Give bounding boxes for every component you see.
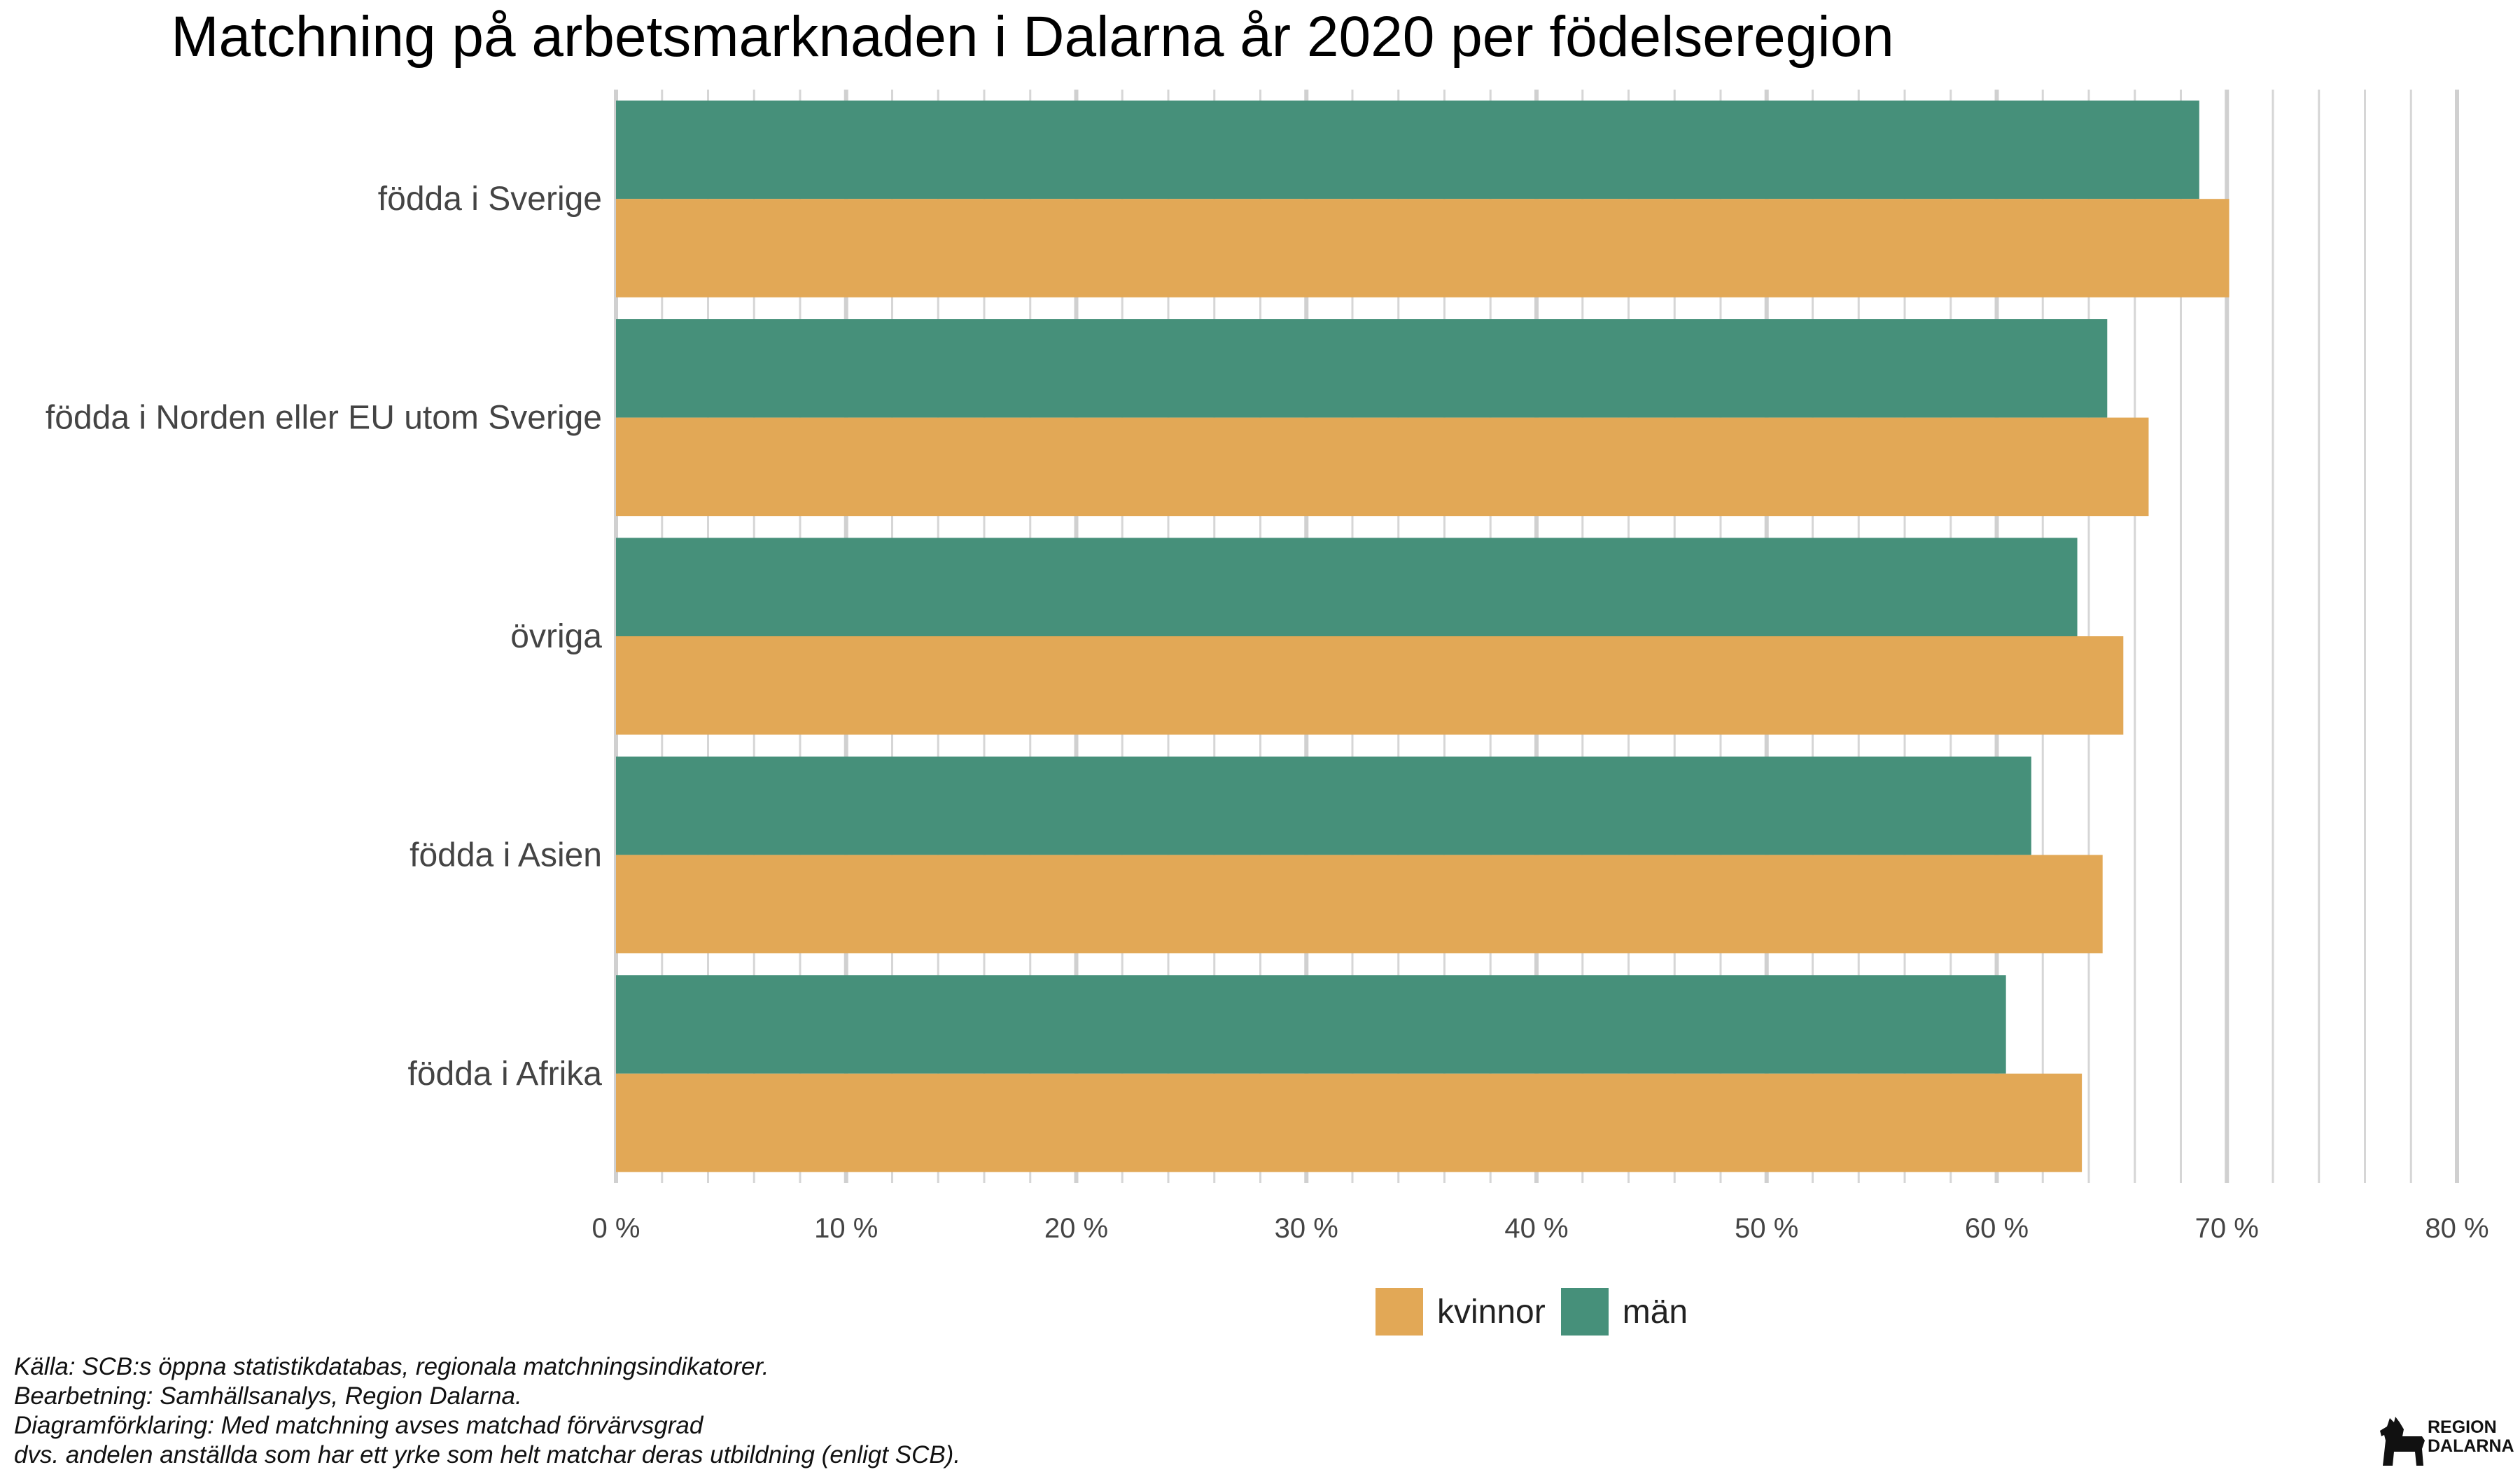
x-tick-label: 0 % <box>592 1213 640 1244</box>
logo-line1: REGION <box>2428 1417 2497 1437</box>
bar-kvinnor <box>616 1073 2082 1172</box>
legend-item: män <box>1560 1288 1688 1336</box>
bar-man <box>616 100 2199 199</box>
chart-title: Matchning på arbetsmarknaden i Dalarna å… <box>171 5 1894 69</box>
bar-kvinnor <box>616 417 2149 517</box>
legend: kvinnor män <box>1376 1288 1703 1336</box>
category-label: födda i Asien <box>410 836 602 874</box>
bars <box>616 100 2230 1172</box>
bar-man <box>616 975 2006 1074</box>
x-tick-label: 30 % <box>1275 1213 1338 1244</box>
category-label: födda i Norden eller EU utom Sverige <box>46 400 602 437</box>
x-tick-label: 50 % <box>1735 1213 1798 1244</box>
legend-item: kvinnor <box>1376 1288 1546 1336</box>
category-labels: födda i Sverige födda i Norden eller EU u… <box>46 181 602 1093</box>
footer-line: Diagramförklaring: Med matchning avses m… <box>14 1412 704 1439</box>
category-label: övriga <box>510 618 602 655</box>
footer-line: Källa: SCB:s öppna statistikdatabas, reg… <box>14 1353 769 1380</box>
x-tick-label: 20 % <box>1044 1213 1108 1244</box>
region-dalarna-logo: REGION DALARNA <box>2379 1413 2514 1469</box>
x-tick-label: 10 % <box>814 1213 878 1244</box>
bar-man <box>616 756 2031 855</box>
bar-kvinnor <box>616 855 2103 953</box>
legend-swatch <box>1560 1288 1609 1336</box>
footer-line: dvs. andelen anställda som har ett yrke … <box>14 1441 961 1469</box>
legend-swatch <box>1376 1288 1423 1336</box>
category-label: födda i Afrika <box>408 1056 603 1093</box>
x-tick-label: 80 % <box>2425 1213 2488 1244</box>
source-note: Källa: SCB:s öppna statistikdatabas, reg… <box>14 1352 960 1470</box>
x-tick-label: 60 % <box>1965 1213 2029 1244</box>
bar-kvinnor <box>616 636 2124 735</box>
bar-man <box>616 319 2108 418</box>
category-label: födda i Sverige <box>378 181 602 218</box>
bar-kvinnor <box>616 199 2230 297</box>
logo-line2: DALARNA <box>2428 1436 2514 1456</box>
legend-label: män <box>1622 1293 1688 1331</box>
x-tick-label: 40 % <box>1504 1213 1568 1244</box>
x-tick-label: 70 % <box>2195 1213 2259 1244</box>
x-axis-tick-labels: 0 % 10 % 20 % 30 % 40 % 50 % 60 % 70 % 80 % <box>592 1213 2489 1244</box>
dala-horse-icon <box>2380 1417 2425 1466</box>
bar-chart: födda i Sverige födda i Norden eller EU u… <box>46 90 2489 1244</box>
bar-man <box>616 538 2078 636</box>
legend-label: kvinnor <box>1437 1293 1546 1331</box>
footer-line: Bearbetning: Samhällsanalys, Region Dala… <box>14 1382 522 1410</box>
